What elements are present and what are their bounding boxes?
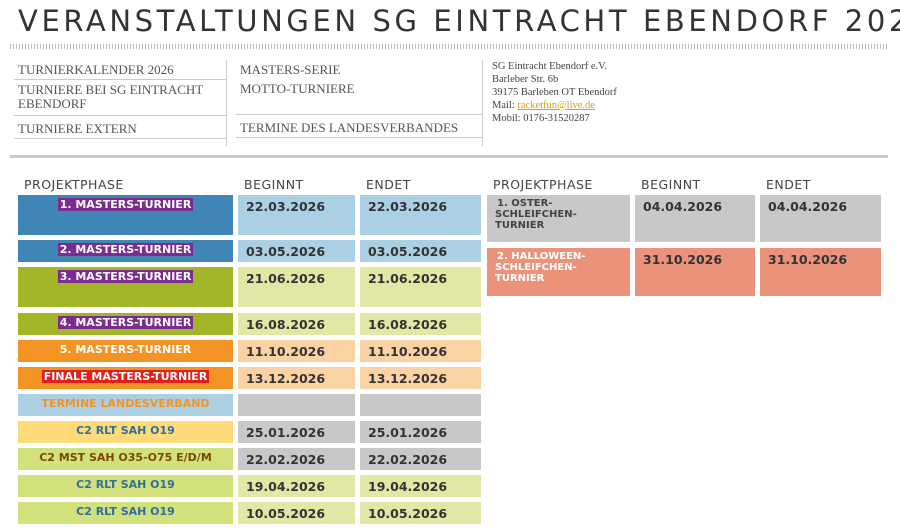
table-header: PROJEKTPHASE — [493, 177, 593, 192]
cell-text: 1. MASTERS-TURNIER — [57, 198, 194, 211]
mail-label: Mail: — [492, 100, 515, 111]
date-cell: 11.10.2026 — [238, 340, 355, 362]
phase-cell: 4. MASTERS-TURNIER — [18, 313, 233, 335]
date-cell: 22.02.2026 — [238, 448, 355, 470]
table-header: ENDET — [366, 177, 411, 192]
contact-name: SG Eintracht Ebendorf e.V. — [492, 61, 607, 72]
date-cell: 25.01.2026 — [238, 421, 355, 443]
contact-city: 39175 Barleben OT Ebendorf — [492, 87, 617, 98]
date-cell: 31.10.2026 — [635, 248, 755, 296]
cell-text: 2. HALLOWEEN-SCHLEIFCHEN-TURNIER — [495, 251, 586, 284]
contact-phone: Mobil: 0176-31520287 — [492, 113, 590, 124]
phase-cell: 1. OSTER-SCHLEIFCHEN-TURNIER — [487, 195, 630, 242]
cell-text: C2 MST SAH O35-O75 E/D/M — [39, 451, 212, 464]
cell-text: C2 RLT SAH O19 — [76, 424, 175, 437]
phase-cell: 5. MASTERS-TURNIER — [18, 340, 233, 362]
nav-link[interactable]: TURNIERE EXTERN — [14, 116, 226, 139]
date-cell: 03.05.2026 — [238, 240, 355, 262]
divider — [10, 155, 888, 158]
table-header: BEGINNT — [244, 177, 304, 192]
date-cell: 11.10.2026 — [360, 340, 481, 362]
nav-link[interactable]: TURNIERE BEI SG EINTRACHT EBENDORF — [14, 80, 226, 116]
cell-text: C2 RLT SAH O19 — [76, 478, 175, 491]
cell-text: 2. MASTERS-TURNIER — [57, 243, 194, 256]
date-cell: 03.05.2026 — [360, 240, 481, 262]
date-cell: 13.12.2026 — [360, 367, 481, 389]
date-cell: 10.05.2026 — [360, 502, 481, 524]
table-header: PROJEKTPHASE — [24, 177, 124, 192]
nav-link[interactable]: TERMINE DES LANDESVERBANDES — [236, 115, 482, 138]
phase-cell: C2 RLT SAH O19 — [18, 502, 233, 524]
date-cell — [360, 394, 481, 416]
divider — [10, 44, 888, 49]
contact-street: Barleber Str. 6b — [492, 74, 559, 85]
date-cell: 31.10.2026 — [760, 248, 881, 296]
contact: SG Eintracht Ebendorf e.V. Barleber Str.… — [492, 60, 617, 125]
date-cell: 22.03.2026 — [360, 195, 481, 235]
date-cell: 10.05.2026 — [238, 502, 355, 524]
phase-cell: C2 RLT SAH O19 — [18, 421, 233, 443]
cell-text: 5. MASTERS-TURNIER — [59, 343, 192, 356]
contact-mail: Mail: racketfun@live.de — [492, 99, 617, 112]
nav-column: TURNIERKALENDER 2026 TURNIERE BEI SG EIN… — [14, 60, 227, 146]
phase-cell: 3. MASTERS-TURNIER — [18, 267, 233, 307]
cell-text: C2 RLT SAH O19 — [76, 505, 175, 518]
date-cell: 21.06.2026 — [238, 267, 355, 307]
mail-link[interactable]: racketfun@live.de — [517, 100, 595, 111]
cell-text: 3. MASTERS-TURNIER — [57, 270, 194, 283]
phase-cell: 1. MASTERS-TURNIER — [18, 195, 233, 235]
phase-cell: TERMINE LANDESVERBAND — [18, 394, 233, 416]
date-cell: 19.04.2026 — [238, 475, 355, 497]
phase-cell: 2. MASTERS-TURNIER — [18, 240, 233, 262]
date-cell: 04.04.2026 — [635, 195, 755, 242]
phase-cell: 2. HALLOWEEN-SCHLEIFCHEN-TURNIER — [487, 248, 630, 296]
nav-column: MASTERS-SERIE MOTTO-TURNIERE TERMINE DES… — [236, 60, 483, 146]
page-title: VERANSTALTUNGEN SG EINTRACHT EBENDORF 20… — [18, 4, 900, 38]
cell-text: TERMINE LANDESVERBAND — [41, 397, 210, 410]
phase-cell: FINALE MASTERS-TURNIER — [18, 367, 233, 389]
table-header: BEGINNT — [641, 177, 701, 192]
cell-text: FINALE MASTERS-TURNIER — [41, 370, 210, 383]
date-cell: 25.01.2026 — [360, 421, 481, 443]
date-cell: 19.04.2026 — [360, 475, 481, 497]
date-cell: 16.08.2026 — [360, 313, 481, 335]
date-cell: 21.06.2026 — [360, 267, 481, 307]
date-cell — [238, 394, 355, 416]
date-cell: 22.02.2026 — [360, 448, 481, 470]
date-cell: 16.08.2026 — [238, 313, 355, 335]
date-cell: 04.04.2026 — [760, 195, 881, 242]
cell-text: 1. OSTER-SCHLEIFCHEN-TURNIER — [495, 198, 577, 231]
nav-link[interactable]: MOTTO-TURNIERE — [236, 79, 482, 115]
date-cell: 22.03.2026 — [238, 195, 355, 235]
table-header: ENDET — [766, 177, 811, 192]
phase-cell: C2 RLT SAH O19 — [18, 475, 233, 497]
nav-link[interactable]: MASTERS-SERIE — [240, 62, 341, 77]
cell-text: 4. MASTERS-TURNIER — [57, 316, 194, 329]
phase-cell: C2 MST SAH O35-O75 E/D/M — [18, 448, 233, 470]
date-cell: 13.12.2026 — [238, 367, 355, 389]
nav-link[interactable]: TURNIERKALENDER 2026 — [14, 60, 226, 80]
